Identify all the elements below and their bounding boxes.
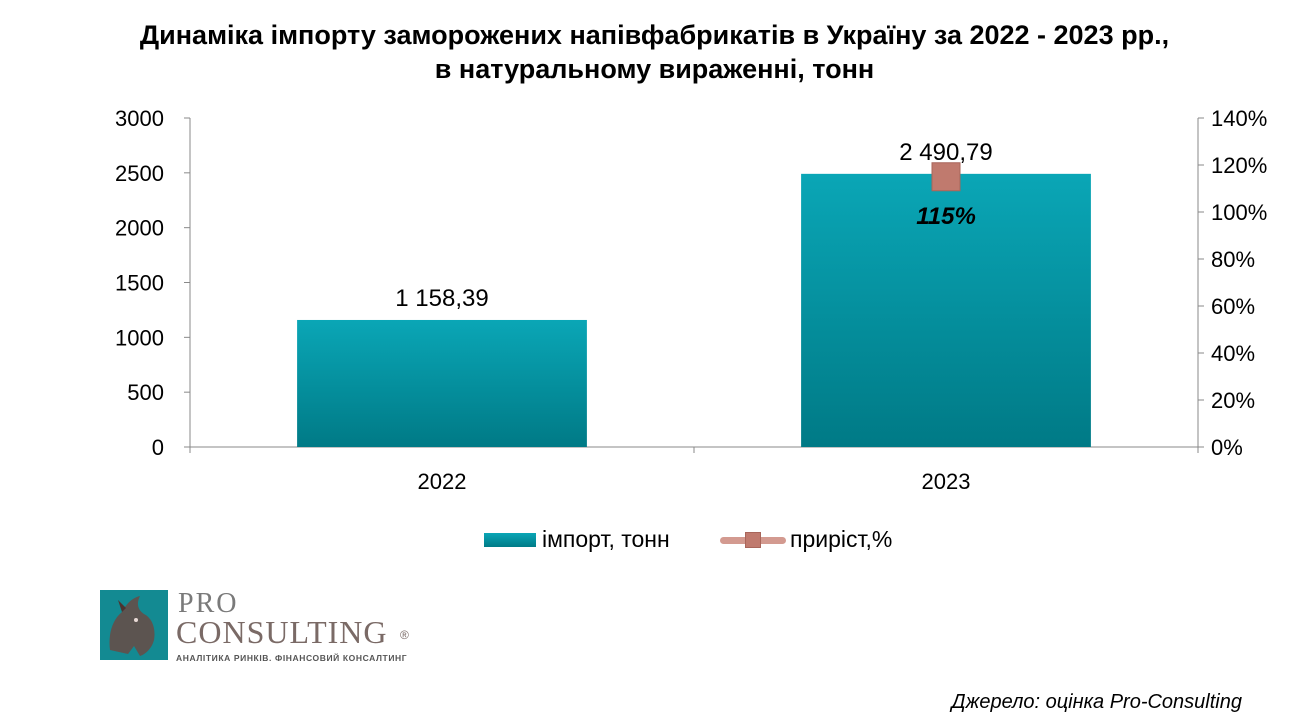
- y-right-tick-label: 140%: [1211, 106, 1267, 131]
- growth-marker: [931, 162, 961, 192]
- legend-item-growth: приріст,%: [720, 526, 892, 553]
- bar-import: [801, 173, 1091, 447]
- legend-label-growth: приріст,%: [790, 526, 893, 552]
- logo-emblem: [100, 590, 168, 660]
- logo-consulting-text: CONSULTING: [176, 614, 388, 650]
- legend-item-import: імпорт, тонн: [484, 526, 670, 553]
- chart-title: Динаміка імпорту заморожених напівфабрик…: [0, 18, 1309, 86]
- y-right-tick-label: 60%: [1211, 294, 1255, 319]
- y-left-tick-label: 3000: [115, 106, 164, 131]
- legend-label-import: імпорт, тонн: [542, 526, 670, 552]
- y-right-tick-label: 120%: [1211, 153, 1267, 178]
- rhino-icon: [100, 590, 168, 660]
- y-right-tick-label: 80%: [1211, 247, 1255, 272]
- x-tick-label: 2022: [418, 469, 467, 494]
- source-note: Джерело: оцінка Pro-Consulting: [951, 691, 1242, 713]
- y-left-tick-label: 2000: [115, 216, 164, 241]
- y-right-tick-label: 20%: [1211, 388, 1255, 413]
- y-left-tick-label: 1500: [115, 271, 164, 296]
- y-left-tick-label: 1000: [115, 325, 164, 350]
- x-tick-label: 2023: [922, 469, 971, 494]
- y-right-tick-label: 0%: [1211, 435, 1243, 460]
- logo-tagline: АНАЛІТИКА РИНКІВ. ФІНАНСОВИЙ КОНСАЛТИНГ: [176, 653, 408, 663]
- logo-pro-text: PRO: [178, 588, 239, 619]
- y-left-tick-label: 500: [127, 380, 164, 405]
- legend-swatch-import: [484, 532, 536, 547]
- y-left-tick-label: 0: [152, 435, 164, 460]
- growth-data-label: 115%: [916, 203, 976, 230]
- y-right-tick-label: 100%: [1211, 200, 1267, 225]
- chart-title-line1: Динаміка імпорту заморожених напівфабрик…: [139, 20, 1170, 50]
- y-right-tick-label: 40%: [1211, 341, 1255, 366]
- chart-title-line2: в натуральному вираженні, тонн: [434, 54, 875, 84]
- bar-data-label: 1 158,39: [395, 285, 488, 312]
- chart-plot: 0 500 1000 1500 2000 2500 3000 0% 20% 40% 60% 80% 10…: [115, 106, 1267, 494]
- bar-import: [297, 319, 587, 447]
- y-left-tick-label: 2500: [115, 161, 164, 186]
- pro-consulting-logo: PRO CONSULTING ® АНАЛІТИКА РИНКІВ. ФІНАН…: [100, 588, 430, 664]
- logo-registered-mark: ®: [400, 628, 409, 642]
- chart-legend: імпорт, тонн приріст,%: [0, 526, 1309, 556]
- legend-swatch-growth: [720, 530, 786, 550]
- bar-data-label: 2 490,79: [899, 139, 992, 166]
